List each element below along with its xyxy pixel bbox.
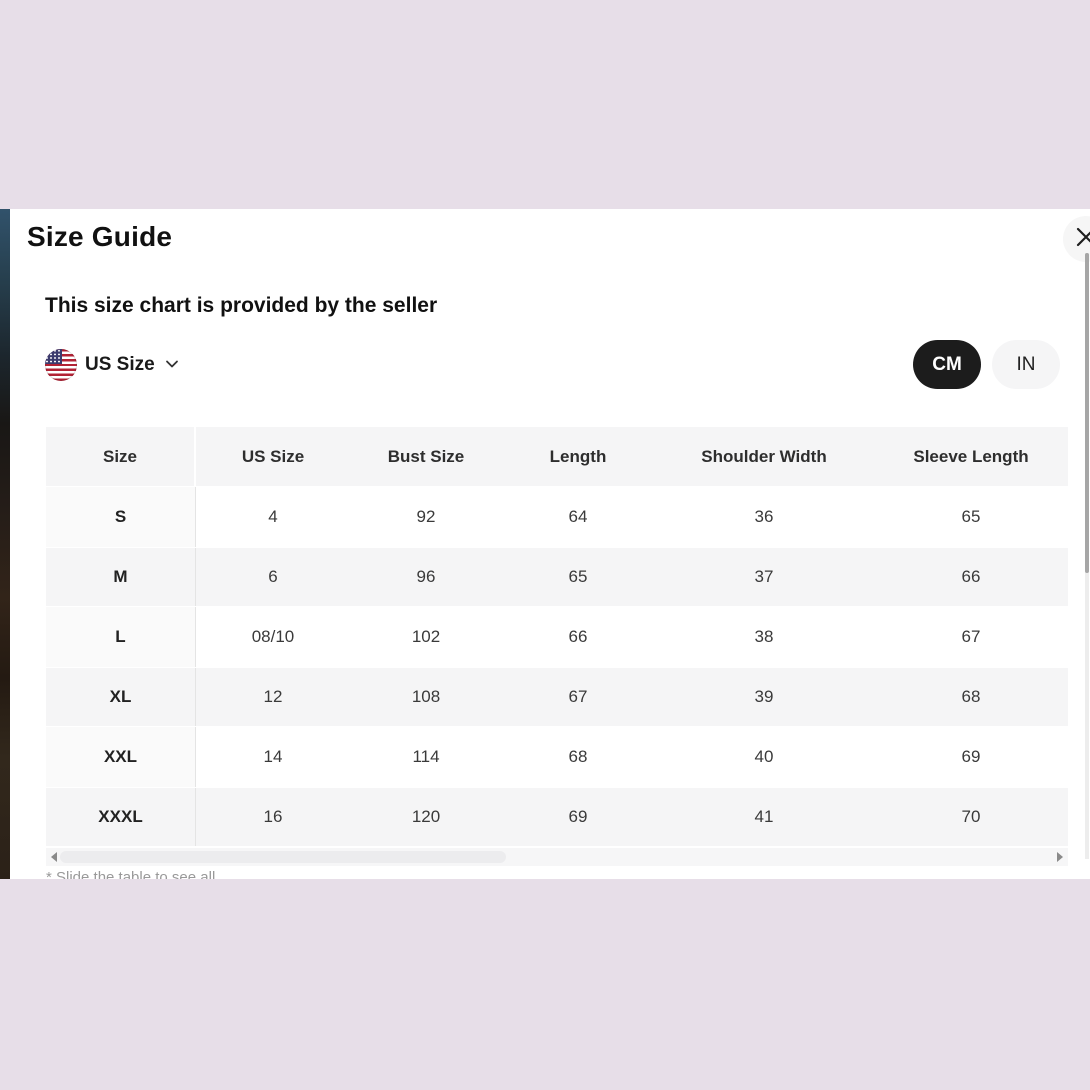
table-cell: 37	[754, 567, 774, 586]
table-header-cell: Size	[46, 427, 196, 486]
table-cell: 4	[268, 507, 278, 526]
table-cell: XL	[46, 668, 196, 726]
background-page-edge	[0, 209, 10, 879]
table-header-cell: Sleeve Length	[913, 446, 1029, 466]
table-cell: 66	[961, 567, 981, 586]
close-icon	[1074, 225, 1090, 254]
table-cell: 38	[754, 627, 774, 646]
table-cell: 40	[754, 747, 774, 766]
table-cell: 120	[411, 807, 441, 826]
table-cell: S	[46, 487, 196, 547]
table-row: L 08/10 102 66 38 67	[46, 607, 1068, 667]
table-cell: 16	[263, 807, 283, 826]
table-cell: 12	[263, 687, 283, 706]
table-cell: M	[46, 548, 196, 606]
region-size-label: US Size	[85, 354, 155, 375]
table-cell: 102	[411, 627, 441, 646]
table-cell: L	[46, 607, 196, 667]
table-cell: 64	[568, 507, 588, 526]
table-cell: 92	[416, 507, 436, 526]
table-cell: 96	[416, 567, 436, 586]
table-row: S 4 92 64 36 65	[46, 487, 1068, 547]
table-cell: 67	[568, 687, 588, 706]
scroll-left-arrow-icon[interactable]	[51, 852, 57, 862]
horizontal-scrollbar-thumb[interactable]	[60, 851, 506, 863]
table-cell: 65	[961, 507, 981, 526]
scroll-right-arrow-icon[interactable]	[1057, 852, 1063, 862]
unit-toggle-cm[interactable]: CM	[913, 340, 981, 389]
table-cell: 114	[412, 747, 440, 766]
us-flag-icon	[45, 349, 77, 381]
size-table: Size US Size Bust Size Length Shoulder Width…	[46, 427, 1068, 847]
table-header-cell: Length	[549, 446, 607, 466]
table-header-cell: Bust Size	[387, 446, 465, 466]
size-guide-modal: Size Guide This size chart is provided b…	[10, 209, 1090, 879]
size-table-header: Size US Size Bust Size Length Shoulder Width…	[46, 427, 1068, 487]
table-cell: 65	[568, 567, 588, 586]
table-cell: 39	[754, 687, 774, 706]
table-cell: 08/10	[251, 627, 295, 646]
table-cell: 36	[754, 507, 774, 526]
table-row: XL 12 108 67 39 68	[46, 667, 1068, 727]
table-cell: 68	[568, 747, 588, 766]
slide-table-hint: * Slide the table to see all	[46, 869, 216, 879]
table-cell: XXXL	[46, 788, 196, 846]
unit-toggle-in[interactable]: IN	[992, 340, 1060, 389]
table-row: M 6 96 65 37 66	[46, 547, 1068, 607]
table-cell: 66	[568, 627, 588, 646]
table-header-cell: Shoulder Width	[701, 446, 827, 466]
table-cell: XXL	[46, 727, 196, 787]
page-scrollbar-thumb[interactable]	[1085, 253, 1089, 573]
table-cell: 67	[961, 627, 981, 646]
table-cell: 68	[961, 687, 981, 706]
table-header-cell: US Size	[241, 446, 305, 466]
chevron-down-icon	[165, 356, 179, 374]
table-cell: 41	[754, 807, 774, 826]
table-cell: 6	[268, 567, 278, 586]
table-row: XXL 14 114 68 40 69	[46, 727, 1068, 787]
table-cell: 70	[961, 807, 981, 826]
table-horizontal-scrollbar[interactable]	[46, 848, 1068, 866]
table-row: XXXL 16 120 69 41 70	[46, 787, 1068, 847]
seller-chart-note: This size chart is provided by the selle…	[45, 294, 438, 317]
page-title: Size Guide	[27, 221, 173, 252]
region-size-dropdown[interactable]: US Size	[45, 348, 179, 382]
table-cell: 69	[961, 747, 981, 766]
table-cell: 14	[263, 747, 283, 766]
table-cell: 108	[411, 687, 441, 706]
size-table-body: S 4 92 64 36 65 M 6 96 65 37 66 L 08/10 102 66 38 67 XL 12 1…	[46, 487, 1068, 847]
table-cell: 69	[568, 807, 588, 826]
